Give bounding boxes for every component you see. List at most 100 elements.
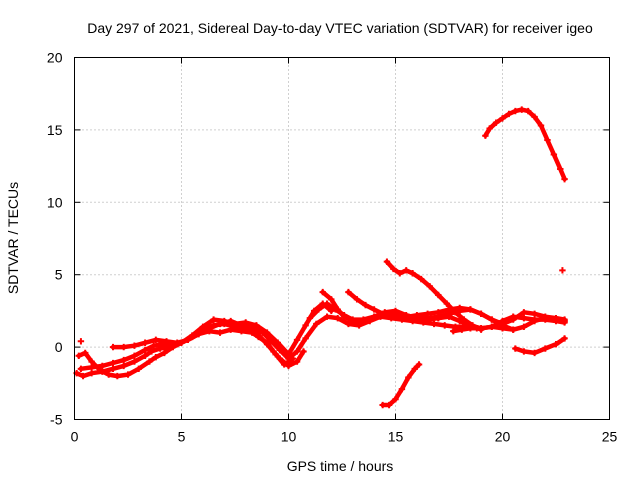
data-point xyxy=(109,365,117,373)
data-point xyxy=(293,358,301,365)
data-point xyxy=(293,336,301,344)
data-point xyxy=(405,374,412,381)
y-tick-label: 5 xyxy=(55,267,63,283)
series-trace xyxy=(380,362,422,408)
data-point xyxy=(114,372,121,380)
series-trace xyxy=(483,107,567,182)
data-point xyxy=(88,369,95,377)
data-point xyxy=(492,119,500,126)
x-tick-label: 5 xyxy=(178,429,186,445)
data-point xyxy=(79,372,87,380)
data-series xyxy=(73,106,568,409)
data-point xyxy=(552,314,560,322)
data-point xyxy=(353,296,361,303)
x-tick-label: 0 xyxy=(71,429,79,445)
data-point xyxy=(253,322,260,329)
data-point xyxy=(435,291,442,299)
data-point xyxy=(362,301,369,309)
data-point xyxy=(319,288,326,296)
x-tick-label: 15 xyxy=(388,429,404,445)
data-point xyxy=(531,310,538,317)
data-point xyxy=(520,314,528,322)
data-point xyxy=(285,355,292,362)
data-point xyxy=(370,314,378,322)
data-point xyxy=(109,343,117,351)
data-point xyxy=(195,330,202,338)
data-point xyxy=(456,307,463,315)
data-point xyxy=(456,317,463,325)
data-point xyxy=(77,338,85,345)
data-point xyxy=(477,325,485,332)
data-point xyxy=(124,371,132,378)
data-point xyxy=(302,322,309,329)
data-point xyxy=(458,326,466,333)
chart-title: Day 297 of 2021, Sidereal Day-to-day VTE… xyxy=(87,20,593,36)
data-point xyxy=(152,354,160,361)
data-point xyxy=(396,270,403,277)
data-point xyxy=(390,265,397,273)
data-point xyxy=(131,342,138,349)
data-point xyxy=(512,345,519,352)
data-point xyxy=(542,313,549,320)
data-point xyxy=(460,316,468,323)
data-point xyxy=(411,365,418,373)
data-point xyxy=(477,310,485,317)
data-point xyxy=(216,329,224,336)
data-point xyxy=(302,335,309,342)
data-point xyxy=(426,283,433,290)
data-point xyxy=(105,371,112,378)
x-tick-label: 10 xyxy=(281,429,297,445)
data-point xyxy=(131,358,138,365)
data-point xyxy=(510,326,517,333)
data-point xyxy=(210,316,217,323)
data-point xyxy=(403,267,410,274)
data-point xyxy=(424,310,431,317)
data-point xyxy=(512,107,519,115)
data-point xyxy=(345,320,352,328)
data-point xyxy=(557,165,564,173)
data-point xyxy=(379,401,386,409)
data-point xyxy=(398,385,406,393)
data-point xyxy=(340,313,348,320)
data-point xyxy=(199,323,207,331)
data-point xyxy=(216,320,224,328)
y-tick-label: 10 xyxy=(47,194,63,210)
data-point xyxy=(323,300,331,307)
data-point xyxy=(383,258,391,265)
data-point xyxy=(561,175,568,183)
series-arc-13 xyxy=(482,106,568,183)
data-point xyxy=(561,316,568,323)
data-point xyxy=(488,323,495,331)
data-point xyxy=(141,352,149,359)
data-point xyxy=(396,313,403,320)
data-point xyxy=(184,336,192,344)
data-point xyxy=(169,343,177,351)
data-point xyxy=(415,361,423,368)
data-point xyxy=(163,338,170,345)
data-point xyxy=(174,339,181,346)
data-point xyxy=(435,309,442,316)
data-point xyxy=(109,359,117,367)
data-point xyxy=(238,322,245,329)
data-point xyxy=(518,106,525,113)
data-point xyxy=(385,401,393,409)
data-point xyxy=(531,113,538,121)
tick-labels: 0 5 10 15 20 25 -5 0 5 10 15 20 xyxy=(47,50,618,445)
series-arc-9 xyxy=(435,306,568,328)
data-point xyxy=(281,361,288,368)
data-point xyxy=(293,348,301,355)
data-point xyxy=(417,275,425,283)
data-point xyxy=(77,365,85,373)
data-point xyxy=(405,313,412,320)
data-point xyxy=(141,346,149,354)
series-arc-3 xyxy=(75,300,335,380)
series-arc-12 xyxy=(512,335,568,357)
data-point xyxy=(349,317,356,325)
data-point xyxy=(161,349,168,357)
data-point xyxy=(561,335,568,342)
data-point xyxy=(268,338,275,345)
data-point xyxy=(441,322,448,329)
data-point xyxy=(259,329,267,336)
data-point xyxy=(272,351,279,358)
